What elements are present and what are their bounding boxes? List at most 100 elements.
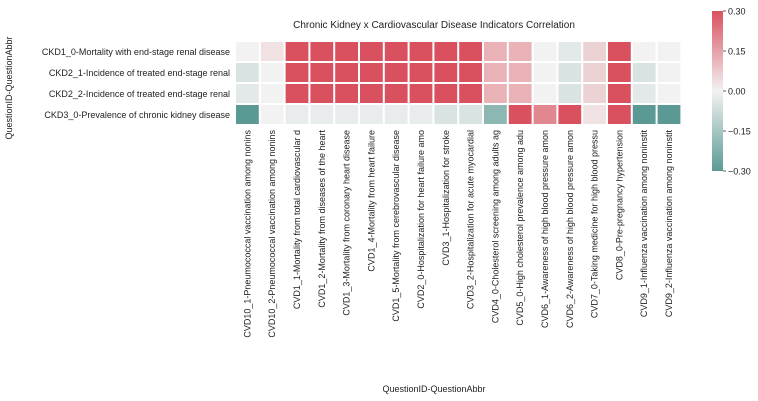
- heatmap-cell: [608, 63, 631, 82]
- heatmap-cell: [608, 105, 631, 124]
- x-tick-label: CVD2_0-Hospitalization for heart failure…: [416, 130, 426, 309]
- heatmap-cell: [360, 105, 383, 124]
- heatmap-cell: [335, 63, 358, 82]
- heatmap-cell: [657, 42, 681, 61]
- heatmap-cell: [335, 105, 358, 124]
- x-tick-label: CVD6_2-Awareness of high blood pressure …: [565, 130, 575, 328]
- heatmap-cell: [360, 63, 383, 82]
- heatmap-cell: [583, 84, 606, 103]
- heatmap-cell: [384, 42, 408, 61]
- colorbar-gradient: [712, 11, 723, 171]
- heatmap-cell: [335, 42, 358, 61]
- colorbar-tick-label: 0.30: [728, 7, 746, 17]
- heatmap-cell: [608, 42, 631, 61]
- heatmap-cell: [260, 63, 284, 82]
- x-tick-label: CVD3_1-Hospitalization for stroke: [441, 130, 451, 266]
- heatmap-cell: [508, 105, 532, 124]
- heatmap-cell: [409, 42, 433, 61]
- heatmap-cell: [632, 84, 656, 103]
- heatmap-cell: [657, 63, 681, 82]
- x-tick-label: CVD4_0-Cholesterol screening among adult…: [490, 130, 500, 323]
- heatmap-cell: [459, 42, 482, 61]
- colorbar: 0.30 0.15 0.00 −0.15 −0.30: [712, 7, 751, 177]
- colorbar-tick-label: 0.15: [728, 47, 746, 57]
- chart-title: Chronic Kidney x Cardiovascular Disease …: [293, 20, 575, 31]
- heatmap-cell: [657, 84, 681, 103]
- heatmap-cell: [508, 42, 532, 61]
- heatmap-cell: [360, 42, 383, 61]
- heatmap-cell: [459, 105, 482, 124]
- heatmap-cell: [484, 42, 507, 61]
- x-tick-label: CVD9_2-Influenza vaccination among nonin…: [664, 130, 674, 318]
- heatmap-cell: [533, 63, 557, 82]
- heatmap-cell: [236, 63, 259, 82]
- y-axis-label: QuestionID-QuestionAbbr: [4, 36, 14, 139]
- heatmap-cell: [583, 42, 606, 61]
- heatmap-cell: [310, 105, 334, 124]
- heatmap-cell: [632, 42, 656, 61]
- heatmap-cell: [384, 63, 408, 82]
- heatmap-cell: [260, 105, 284, 124]
- x-tick-label: CVD10_1-Pneumococcal vaccination among n…: [242, 130, 252, 338]
- heatmap-cell: [384, 84, 408, 103]
- x-tick-label: CVD7_0-Taking medicine for high blood pr…: [590, 130, 600, 318]
- x-tick-label: CVD9_1-Influenza vaccination among nonin…: [639, 130, 649, 318]
- x-tick-label: CVD3_2-Hospitalization for acute myocard…: [466, 130, 476, 309]
- heatmap-cell: [335, 84, 358, 103]
- heatmap-cells: [236, 42, 681, 124]
- heatmap-cell: [558, 63, 582, 82]
- heatmap-cell: [484, 105, 507, 124]
- heatmap-cell: [508, 84, 532, 103]
- heatmap-cell: [657, 105, 681, 124]
- heatmap-cell: [558, 105, 582, 124]
- y-tick-label: CKD3_0-Prevalence of chronic kidney dise…: [44, 110, 230, 120]
- x-tick-label: CVD1_3-Mortality from coronary heart dis…: [342, 130, 352, 316]
- x-tick-label: CVD1_1-Mortality from total cardiovascul…: [292, 130, 302, 309]
- heatmap-cell: [360, 84, 383, 103]
- x-tick-label: CVD10_2-Pneumococcal vaccination among n…: [267, 130, 277, 338]
- heatmap-cell: [434, 63, 458, 82]
- heatmap-cell: [285, 84, 309, 103]
- x-tick-label: CVD1_2-Mortality from diseases of the he…: [317, 130, 327, 308]
- heatmap-cell: [409, 84, 433, 103]
- heatmap-cell: [260, 84, 284, 103]
- heatmap-cell: [608, 84, 631, 103]
- x-axis-label: QuestionID-QuestionAbbr: [382, 384, 485, 394]
- colorbar-tick-label: 0.00: [728, 87, 746, 97]
- heatmap-cell: [434, 105, 458, 124]
- heatmap-cell: [285, 63, 309, 82]
- heatmap-cell: [285, 105, 309, 124]
- x-tick-labels: CVD10_1-Pneumococcal vaccination among n…: [242, 130, 674, 338]
- colorbar-tick-label: −0.15: [728, 127, 751, 137]
- y-tick-label: CKD2_1-Incidence of treated end-stage re…: [49, 68, 230, 78]
- y-tick-labels: CKD1_0-Mortality with end-stage renal di…: [42, 47, 230, 120]
- y-tick-label: CKD1_0-Mortality with end-stage renal di…: [42, 47, 230, 57]
- heatmap-cell: [632, 105, 656, 124]
- heatmap-cell: [260, 42, 284, 61]
- heatmap-cell: [533, 84, 557, 103]
- x-tick-label: CVD6_1-Awareness of high blood pressure …: [540, 130, 550, 328]
- x-tick-label: CVD8_0-Pre-pregnancy hypertension: [614, 130, 624, 280]
- heatmap-cell: [285, 42, 309, 61]
- heatmap-cell: [484, 63, 507, 82]
- heatmap-cell: [409, 105, 433, 124]
- heatmap-cell: [533, 42, 557, 61]
- y-tick-label: CKD2_2-Incidence of treated end-stage re…: [49, 89, 230, 99]
- heatmap-cell: [508, 63, 532, 82]
- heatmap-cell: [409, 63, 433, 82]
- heatmap-cell: [632, 63, 656, 82]
- heatmap-cell: [310, 42, 334, 61]
- heatmap-cell: [310, 84, 334, 103]
- heatmap-cell: [484, 84, 507, 103]
- heatmap-cell: [558, 84, 582, 103]
- colorbar-ticks: 0.30 0.15 0.00 −0.15 −0.30: [723, 7, 751, 177]
- heatmap-cell: [384, 105, 408, 124]
- x-tick-label: CVD1_5-Mortality from cerebrovascular di…: [391, 130, 401, 322]
- colorbar-tick-label: −0.30: [728, 167, 751, 177]
- heatmap-cell: [236, 42, 259, 61]
- heatmap-cell: [310, 63, 334, 82]
- heatmap-cell: [459, 63, 482, 82]
- heatmap-cell: [558, 42, 582, 61]
- heatmap-cell: [434, 42, 458, 61]
